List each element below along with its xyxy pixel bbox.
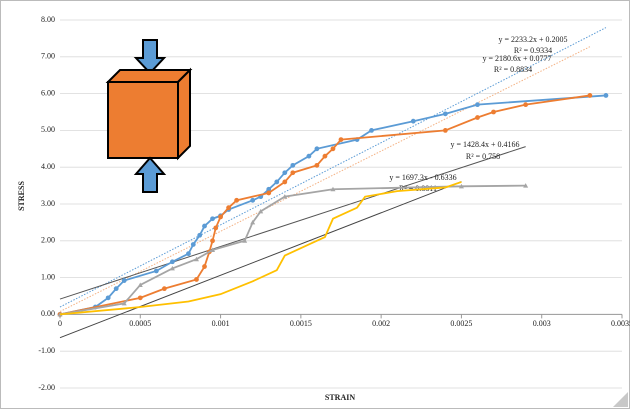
data-point [218, 214, 223, 219]
trendline-r-squared: R² = 0.8834 [494, 65, 532, 74]
data-point [122, 278, 127, 283]
data-point [210, 238, 215, 243]
data-point [315, 163, 320, 168]
trendline-equation: y = 2233.2x + 0.2005 [498, 35, 567, 44]
data-point [170, 259, 175, 264]
data-point [274, 180, 279, 185]
data-point [443, 128, 448, 133]
y-tick-label: 2.00 [41, 236, 55, 245]
x-tick-label: 0 [58, 319, 62, 328]
data-point [290, 163, 295, 168]
data-point [587, 93, 592, 98]
data-point [191, 242, 196, 247]
y-tick-label: 1.00 [41, 272, 55, 281]
x-axis-title: STRAIN [325, 393, 355, 402]
y-tick-label: 4.00 [41, 162, 55, 171]
data-point [475, 115, 480, 120]
chart: -2.00 -1.00 0.00 1.00 2.00 3.00 4.00 5.00 6.00 7.… [0, 0, 630, 409]
data-point [604, 93, 609, 98]
data-point [162, 286, 167, 291]
data-point [194, 277, 199, 282]
y-tick-label: 6.00 [41, 88, 55, 97]
x-tick-label: 0.002 [372, 319, 390, 328]
trendline-equation: y = 2180.6x + 0.0777 [482, 54, 551, 63]
data-point [331, 146, 336, 151]
data-point [266, 191, 271, 196]
y-axis-title: STRESS [17, 181, 26, 211]
data-point [339, 137, 344, 142]
x-tick-label: 0.001 [212, 319, 230, 328]
data-point [523, 102, 528, 107]
data-point [226, 205, 231, 210]
data-point [202, 224, 207, 229]
data-point [369, 128, 374, 133]
data-point [491, 110, 496, 115]
data-point [234, 198, 239, 203]
y-tick-label: 5.00 [41, 125, 55, 134]
data-point [210, 216, 215, 221]
data-point [323, 154, 328, 159]
x-tick-label: 0.0035 [611, 319, 630, 328]
y-tick-label: 0.00 [41, 309, 55, 318]
y-tick-label: -1.00 [38, 346, 55, 355]
y-tick-label: 3.00 [41, 199, 55, 208]
data-point [154, 269, 159, 274]
data-point [186, 251, 191, 256]
y-tick-label: 8.00 [41, 15, 55, 24]
data-point [282, 180, 287, 185]
data-point [138, 295, 143, 300]
data-point [475, 102, 480, 107]
trendline-equation: y = 1697.3x - 0.6336 [389, 173, 456, 182]
data-point [290, 170, 295, 175]
x-tick-label: 0.0025 [450, 319, 472, 328]
trendline-r-squared: R² = 0.758 [466, 152, 500, 161]
trendline-equation: y = 1428.4x + 0.4166 [450, 140, 519, 149]
data-point [213, 226, 218, 231]
y-tick-label: 7.00 [41, 52, 55, 61]
data-point [114, 286, 119, 291]
data-point [306, 154, 311, 159]
data-point [250, 198, 255, 203]
data-point [197, 233, 202, 238]
y-tick-label: -2.00 [38, 383, 55, 392]
data-point [282, 170, 287, 175]
data-point [106, 295, 111, 300]
data-point [443, 111, 448, 116]
data-point [315, 146, 320, 151]
x-tick-label: 0.0005 [129, 319, 151, 328]
x-tick-label: 0.003 [533, 319, 551, 328]
x-tick-label: 0.0015 [290, 319, 312, 328]
data-point [411, 119, 416, 124]
data-point [202, 264, 207, 269]
